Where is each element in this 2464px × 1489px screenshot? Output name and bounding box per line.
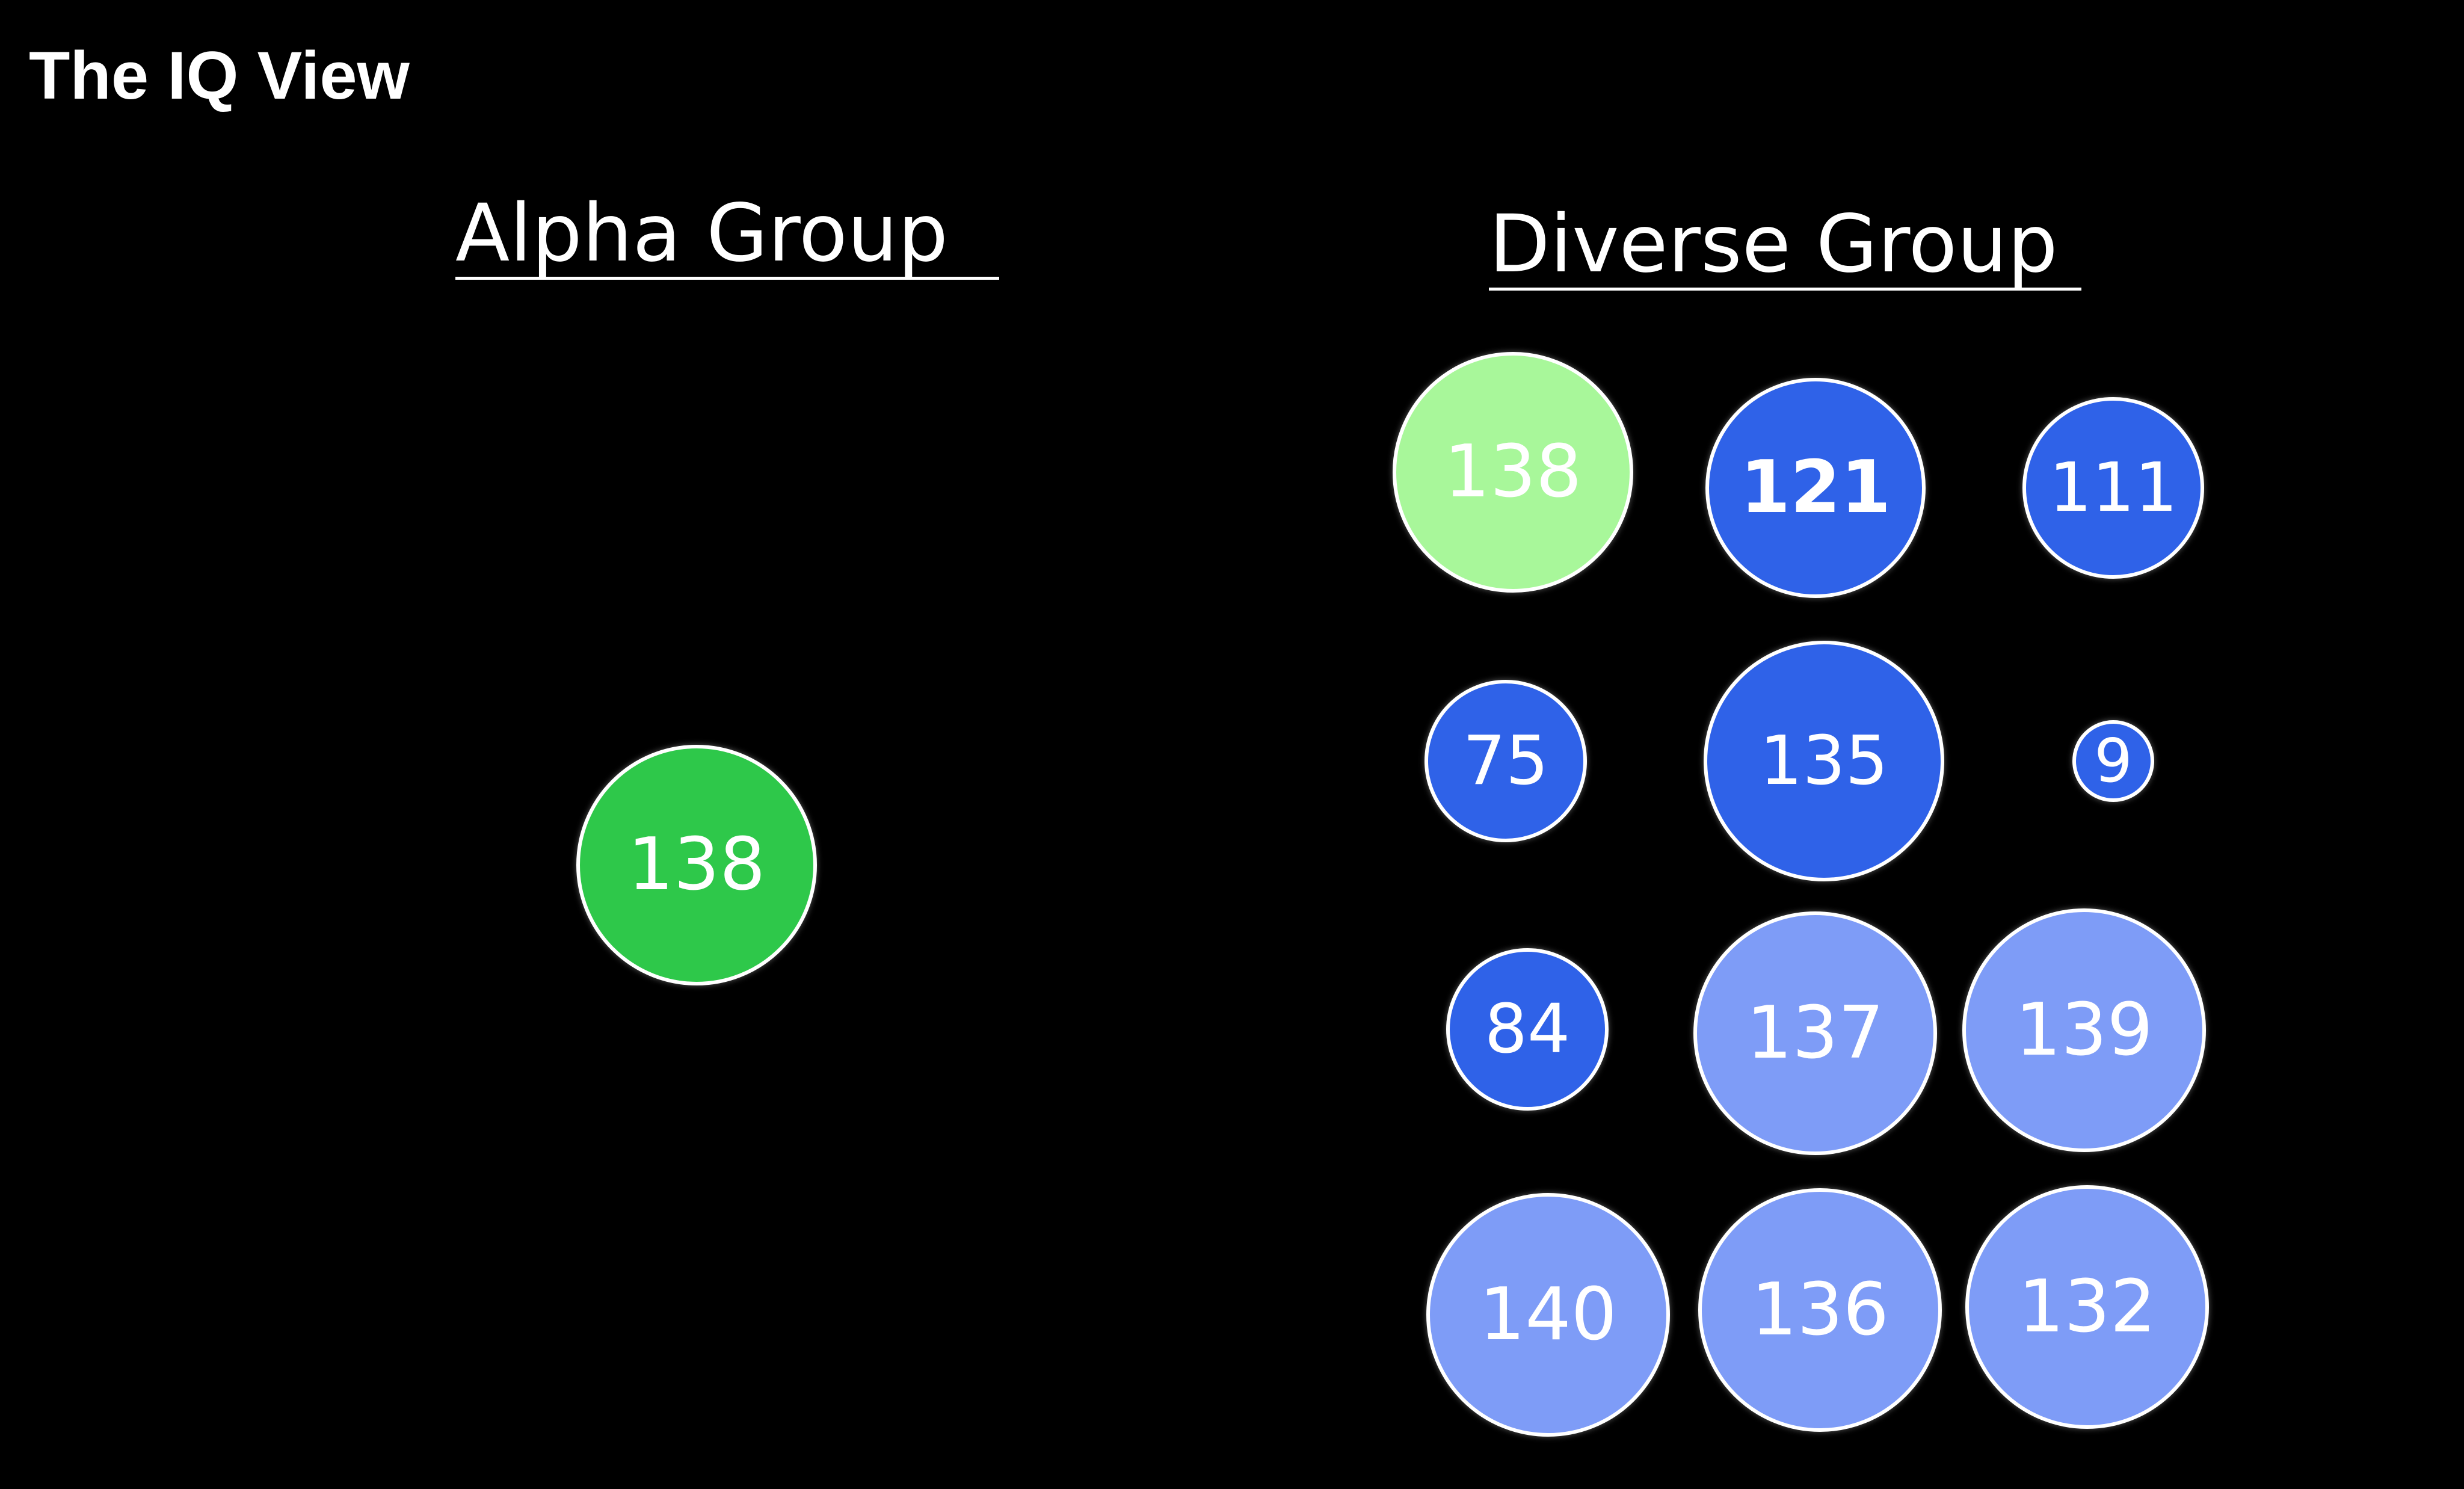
diverse-member-bubble: 75 — [1424, 680, 1587, 842]
iq-score-label: 75 — [1462, 722, 1549, 800]
diverse-member-bubble: 136 — [1698, 1188, 1942, 1432]
diverse-member-bubble: 137 — [1693, 911, 1937, 1155]
diverse-member-bubble: 139 — [1962, 908, 2206, 1152]
iq-score-label: 121 — [1740, 446, 1891, 529]
iq-score-label: 135 — [1760, 722, 1888, 800]
slide-title: The IQ View — [29, 38, 410, 113]
iq-score-label: 138 — [627, 823, 766, 907]
iq-score-label: 139 — [2015, 988, 2154, 1072]
diverse-member-bubble: 9 — [2072, 720, 2154, 802]
diverse-member-bubble: 84 — [1446, 948, 1609, 1111]
iq-score-label: 137 — [1746, 991, 1885, 1075]
iq-score-label: 138 — [1444, 430, 1582, 514]
iq-score-label: 140 — [1479, 1272, 1618, 1357]
iq-score-label: 111 — [2049, 449, 2178, 527]
diverse-member-bubble: 111 — [2022, 397, 2204, 579]
diverse-member-bubble: 135 — [1704, 641, 1944, 881]
diverse-member-bubble: 132 — [1965, 1185, 2209, 1429]
diverse-member-bubble: 138 — [1393, 352, 1633, 593]
alpha-member-bubble: 138 — [576, 745, 817, 985]
iq-score-label: 9 — [2094, 726, 2133, 796]
diverse-member-bubble: 121 — [1705, 378, 1926, 598]
diverse-member-bubble: 140 — [1426, 1193, 1670, 1437]
alpha-group-heading: Alpha Group — [455, 194, 999, 280]
iq-score-label: 136 — [1751, 1268, 1890, 1352]
iq-score-label: 132 — [2018, 1265, 2157, 1349]
iq-score-label: 84 — [1484, 990, 1571, 1068]
diverse-group-heading: Diverse Group — [1489, 205, 2081, 291]
